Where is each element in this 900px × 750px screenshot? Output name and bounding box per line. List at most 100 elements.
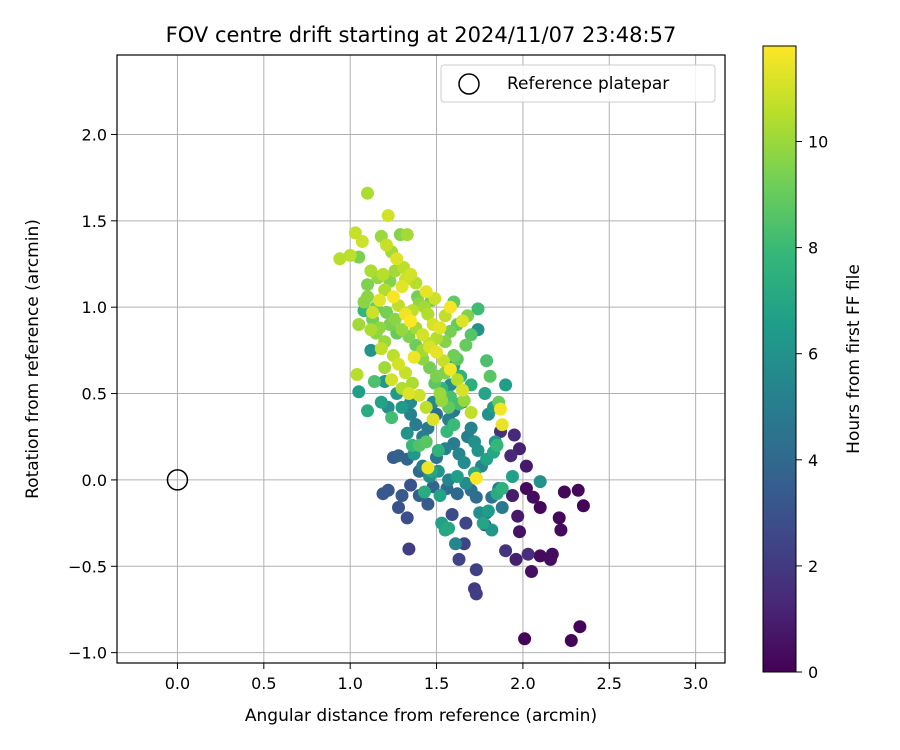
scatter-point xyxy=(576,499,590,513)
colorbar: 0 2 4 6 8 10 Hours from first FF file xyxy=(762,45,864,682)
x-tick-label: 1.0 xyxy=(337,674,362,693)
colorbar-tick-label: 4 xyxy=(808,451,818,470)
scatter-point xyxy=(437,354,450,368)
scatter-point xyxy=(352,318,366,331)
scatter-point xyxy=(364,264,378,278)
colorbar-gradient xyxy=(762,45,797,673)
scatter-point xyxy=(419,400,433,414)
scatter-point xyxy=(361,186,374,200)
scatter-point xyxy=(443,362,457,376)
y-tick-label: 2.0 xyxy=(82,125,107,144)
scatter-point xyxy=(525,565,538,578)
scatter-point xyxy=(447,349,461,362)
scatter-point xyxy=(511,509,525,523)
colorbar-tick-label: 2 xyxy=(808,557,818,576)
scatter-point xyxy=(518,632,532,646)
plot-frame xyxy=(116,54,726,664)
legend: Reference platepar xyxy=(440,64,716,103)
scatter-point xyxy=(554,523,568,537)
x-axis-ticks: 0.0 0.5 1.0 1.5 2.0 2.5 3.0 xyxy=(165,663,708,693)
scatter-point xyxy=(456,383,469,397)
scatter-point xyxy=(419,435,433,449)
y-tick-label: 0.0 xyxy=(82,471,107,490)
scatter-point xyxy=(404,478,418,492)
scatter-point xyxy=(405,376,419,390)
colorbar-ticks: 0 2 4 6 8 10 xyxy=(796,132,828,682)
scatter-point xyxy=(390,252,404,266)
scatter-point xyxy=(350,368,364,381)
scatter-point xyxy=(380,238,393,252)
scatter-point xyxy=(564,634,578,647)
scatter-point xyxy=(483,369,497,383)
scatter-point xyxy=(457,456,471,470)
scatter-point xyxy=(421,497,435,511)
scatter-point xyxy=(469,587,483,601)
scatter-point xyxy=(399,366,412,380)
legend-entry-label: Reference platepar xyxy=(507,74,669,94)
scatter-point xyxy=(355,235,369,248)
scatter-point xyxy=(495,482,509,495)
scatter-point xyxy=(361,278,374,292)
scatter-point xyxy=(480,354,494,368)
scatter-point xyxy=(419,285,433,299)
scatter-point xyxy=(367,375,381,388)
x-axis-label: Angular distance from reference (arcmin) xyxy=(245,706,597,726)
scatter-point xyxy=(395,489,409,502)
scatter-point xyxy=(481,504,495,518)
scatter-point xyxy=(490,438,504,452)
scatter-point xyxy=(573,620,587,634)
scatter-point xyxy=(385,411,399,425)
scatter-point xyxy=(404,314,418,328)
scatter-point xyxy=(421,307,435,321)
scatter-point xyxy=(378,283,392,297)
scatter-point xyxy=(494,402,507,416)
scatter-point xyxy=(381,209,395,223)
colorbar-tick-label: 8 xyxy=(808,239,818,258)
scatter-point xyxy=(471,302,485,316)
scatter-point xyxy=(343,248,357,262)
scatter-point xyxy=(521,547,535,561)
scatter-point xyxy=(385,373,399,387)
scatter-point xyxy=(544,552,557,566)
x-tick-label: 2.0 xyxy=(510,674,535,693)
colorbar-tick-label: 10 xyxy=(808,132,828,151)
legend-hollow-circle-icon xyxy=(458,73,480,95)
scatter-point xyxy=(557,485,571,499)
scatter-point xyxy=(464,406,478,419)
scatter-point xyxy=(402,387,416,400)
y-tick-label: 1.0 xyxy=(82,298,107,317)
x-tick-label: 2.5 xyxy=(597,674,622,693)
scatter-point xyxy=(533,549,547,563)
scatter-point xyxy=(409,418,423,432)
scatter-point xyxy=(447,418,461,432)
scatter-point xyxy=(400,426,414,440)
scatter-point xyxy=(418,485,431,499)
scatter-point xyxy=(471,444,485,457)
scatter-point xyxy=(459,516,473,530)
scatter-point xyxy=(507,428,521,442)
scatter-point xyxy=(464,328,478,342)
chart-title: FOV centre drift starting at 2024/11/07 … xyxy=(166,23,677,47)
scatter-point xyxy=(374,342,388,356)
scatter-point xyxy=(433,321,447,335)
scatter-point xyxy=(392,357,405,371)
scatter-point xyxy=(450,470,464,483)
y-tick-label: −1.0 xyxy=(68,644,107,663)
scatter-point xyxy=(449,537,462,551)
scatter-point xyxy=(400,511,414,525)
colorbar-tick-label: 6 xyxy=(808,345,818,364)
scatter-point xyxy=(509,552,523,566)
scatter-point xyxy=(395,323,409,337)
y-tick-label: −0.5 xyxy=(68,557,107,576)
scatter-point xyxy=(504,449,518,463)
scatter-point xyxy=(452,552,466,566)
scatter-point xyxy=(513,442,526,456)
scatter-point xyxy=(571,483,585,497)
scatter-point xyxy=(433,387,447,400)
scatter-point xyxy=(426,413,440,426)
scatter-point xyxy=(459,338,473,352)
grid xyxy=(117,55,725,663)
scatter-point xyxy=(442,521,456,535)
scatter-point xyxy=(395,280,409,293)
